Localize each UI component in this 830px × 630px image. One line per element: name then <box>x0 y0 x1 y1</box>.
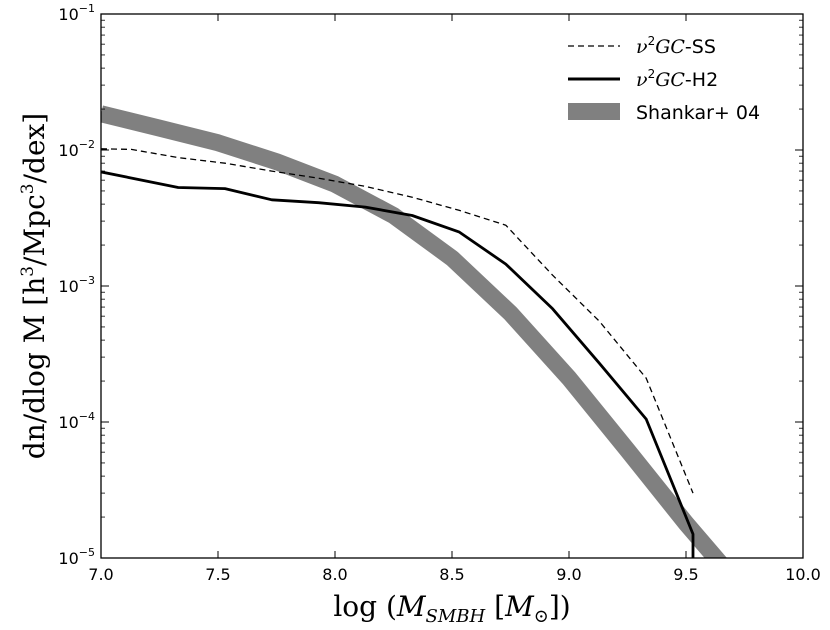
x-tick-label: 9.0 <box>556 565 581 584</box>
y-tick-label: 10−3 <box>58 274 95 296</box>
legend-swatch-shankar <box>568 103 620 120</box>
series-layer <box>101 105 727 558</box>
y-tick-label: 10−5 <box>58 546 95 568</box>
x-tick-label: 8.0 <box>322 565 347 584</box>
x-tick-label: 7.5 <box>205 565 230 584</box>
x-axis-label-unit-subscript: ⊙ <box>534 606 549 627</box>
x-axis-label-suffix: ]) <box>549 590 571 623</box>
ticks-layer <box>100 13 804 559</box>
x-axis-label-prefix: log ( <box>333 590 397 623</box>
x-tick-label: 7.0 <box>88 565 113 584</box>
x-tick-label: 10.0 <box>785 565 821 584</box>
series-band-shankar-04 <box>101 105 727 558</box>
y-axis-label-part2: /Mpc <box>18 194 51 266</box>
y-tick-label: 10−4 <box>58 410 95 432</box>
x-axis-label-subscript: SMBH <box>426 606 486 627</box>
y-tick-label: 10−2 <box>58 138 95 160</box>
legend-label-h2: ν2GC-H2 <box>636 67 718 91</box>
y-axis-label: dn/dlog M [h3/Mpc3/dex] <box>18 113 51 460</box>
y-axis-label-part1: dn/dlog M [h <box>18 277 51 459</box>
y-tick-label: 10−1 <box>58 2 95 24</box>
y-axis-label-sup2: 3 <box>18 183 38 194</box>
x-tick-label: 8.5 <box>439 565 464 584</box>
x-axis-label: log (MSMBH [M⊙]) <box>333 590 570 627</box>
tick-labels-layer: 7.0 7.5 8.0 8.5 9.0 9.5 10.0 10−5 10−4 10−3 10−2 10… <box>58 2 820 584</box>
legend: ν2GC-SS ν2GC-H2 Shankar+ 04 <box>568 34 760 124</box>
series-line-gc-ss <box>101 148 694 494</box>
x-tick-label: 9.5 <box>673 565 698 584</box>
legend-label-ss: ν2GC-SS <box>636 34 716 58</box>
plot-frame <box>100 13 804 559</box>
x-axis-label-unit-symbol: M <box>504 590 535 623</box>
legend-label-shankar: Shankar+ 04 <box>636 102 760 124</box>
series-line-gc-h2 <box>101 170 695 558</box>
x-axis-label-symbol: M <box>396 590 427 623</box>
y-axis-label-part3: /dex] <box>18 113 51 184</box>
y-axis-label-sup1: 3 <box>18 266 38 277</box>
x-axis-label-mid: [ <box>485 590 505 623</box>
